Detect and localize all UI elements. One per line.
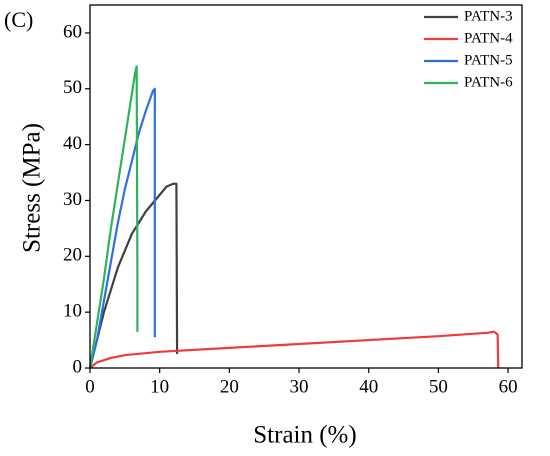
x-tick-label: 40 (359, 376, 378, 397)
x-tick-label: 60 (499, 376, 518, 397)
x-tick-label: 20 (220, 376, 239, 397)
series-line (88, 182, 179, 369)
legend-label: PATN-3 (464, 8, 513, 24)
x-tick-label: 10 (150, 376, 169, 397)
y-tick-label: 60 (63, 21, 82, 42)
legend-label: PATN-4 (464, 30, 513, 46)
y-tick-label: 30 (63, 189, 82, 210)
plot-frame (89, 4, 523, 369)
y-tick-label: 20 (63, 245, 82, 266)
y-tick-label: 40 (63, 133, 82, 154)
series-line (89, 330, 500, 369)
series-line (88, 87, 156, 369)
y-tick-label: 10 (63, 301, 82, 322)
x-tick-label: 50 (429, 376, 448, 397)
x-axis-title: Strain (%) (253, 422, 356, 449)
y-tick-label: 0 (73, 356, 83, 377)
x-tick-label: 0 (85, 376, 95, 397)
y-axis-title: Stress (MPa) (19, 123, 46, 253)
series-line (88, 65, 139, 369)
x-tick-label: 30 (290, 376, 309, 397)
panel-label: (C) (4, 7, 33, 32)
y-tick-label: 50 (63, 77, 82, 98)
legend-label: PATN-5 (464, 52, 513, 68)
legend-label: PATN-6 (464, 74, 513, 90)
